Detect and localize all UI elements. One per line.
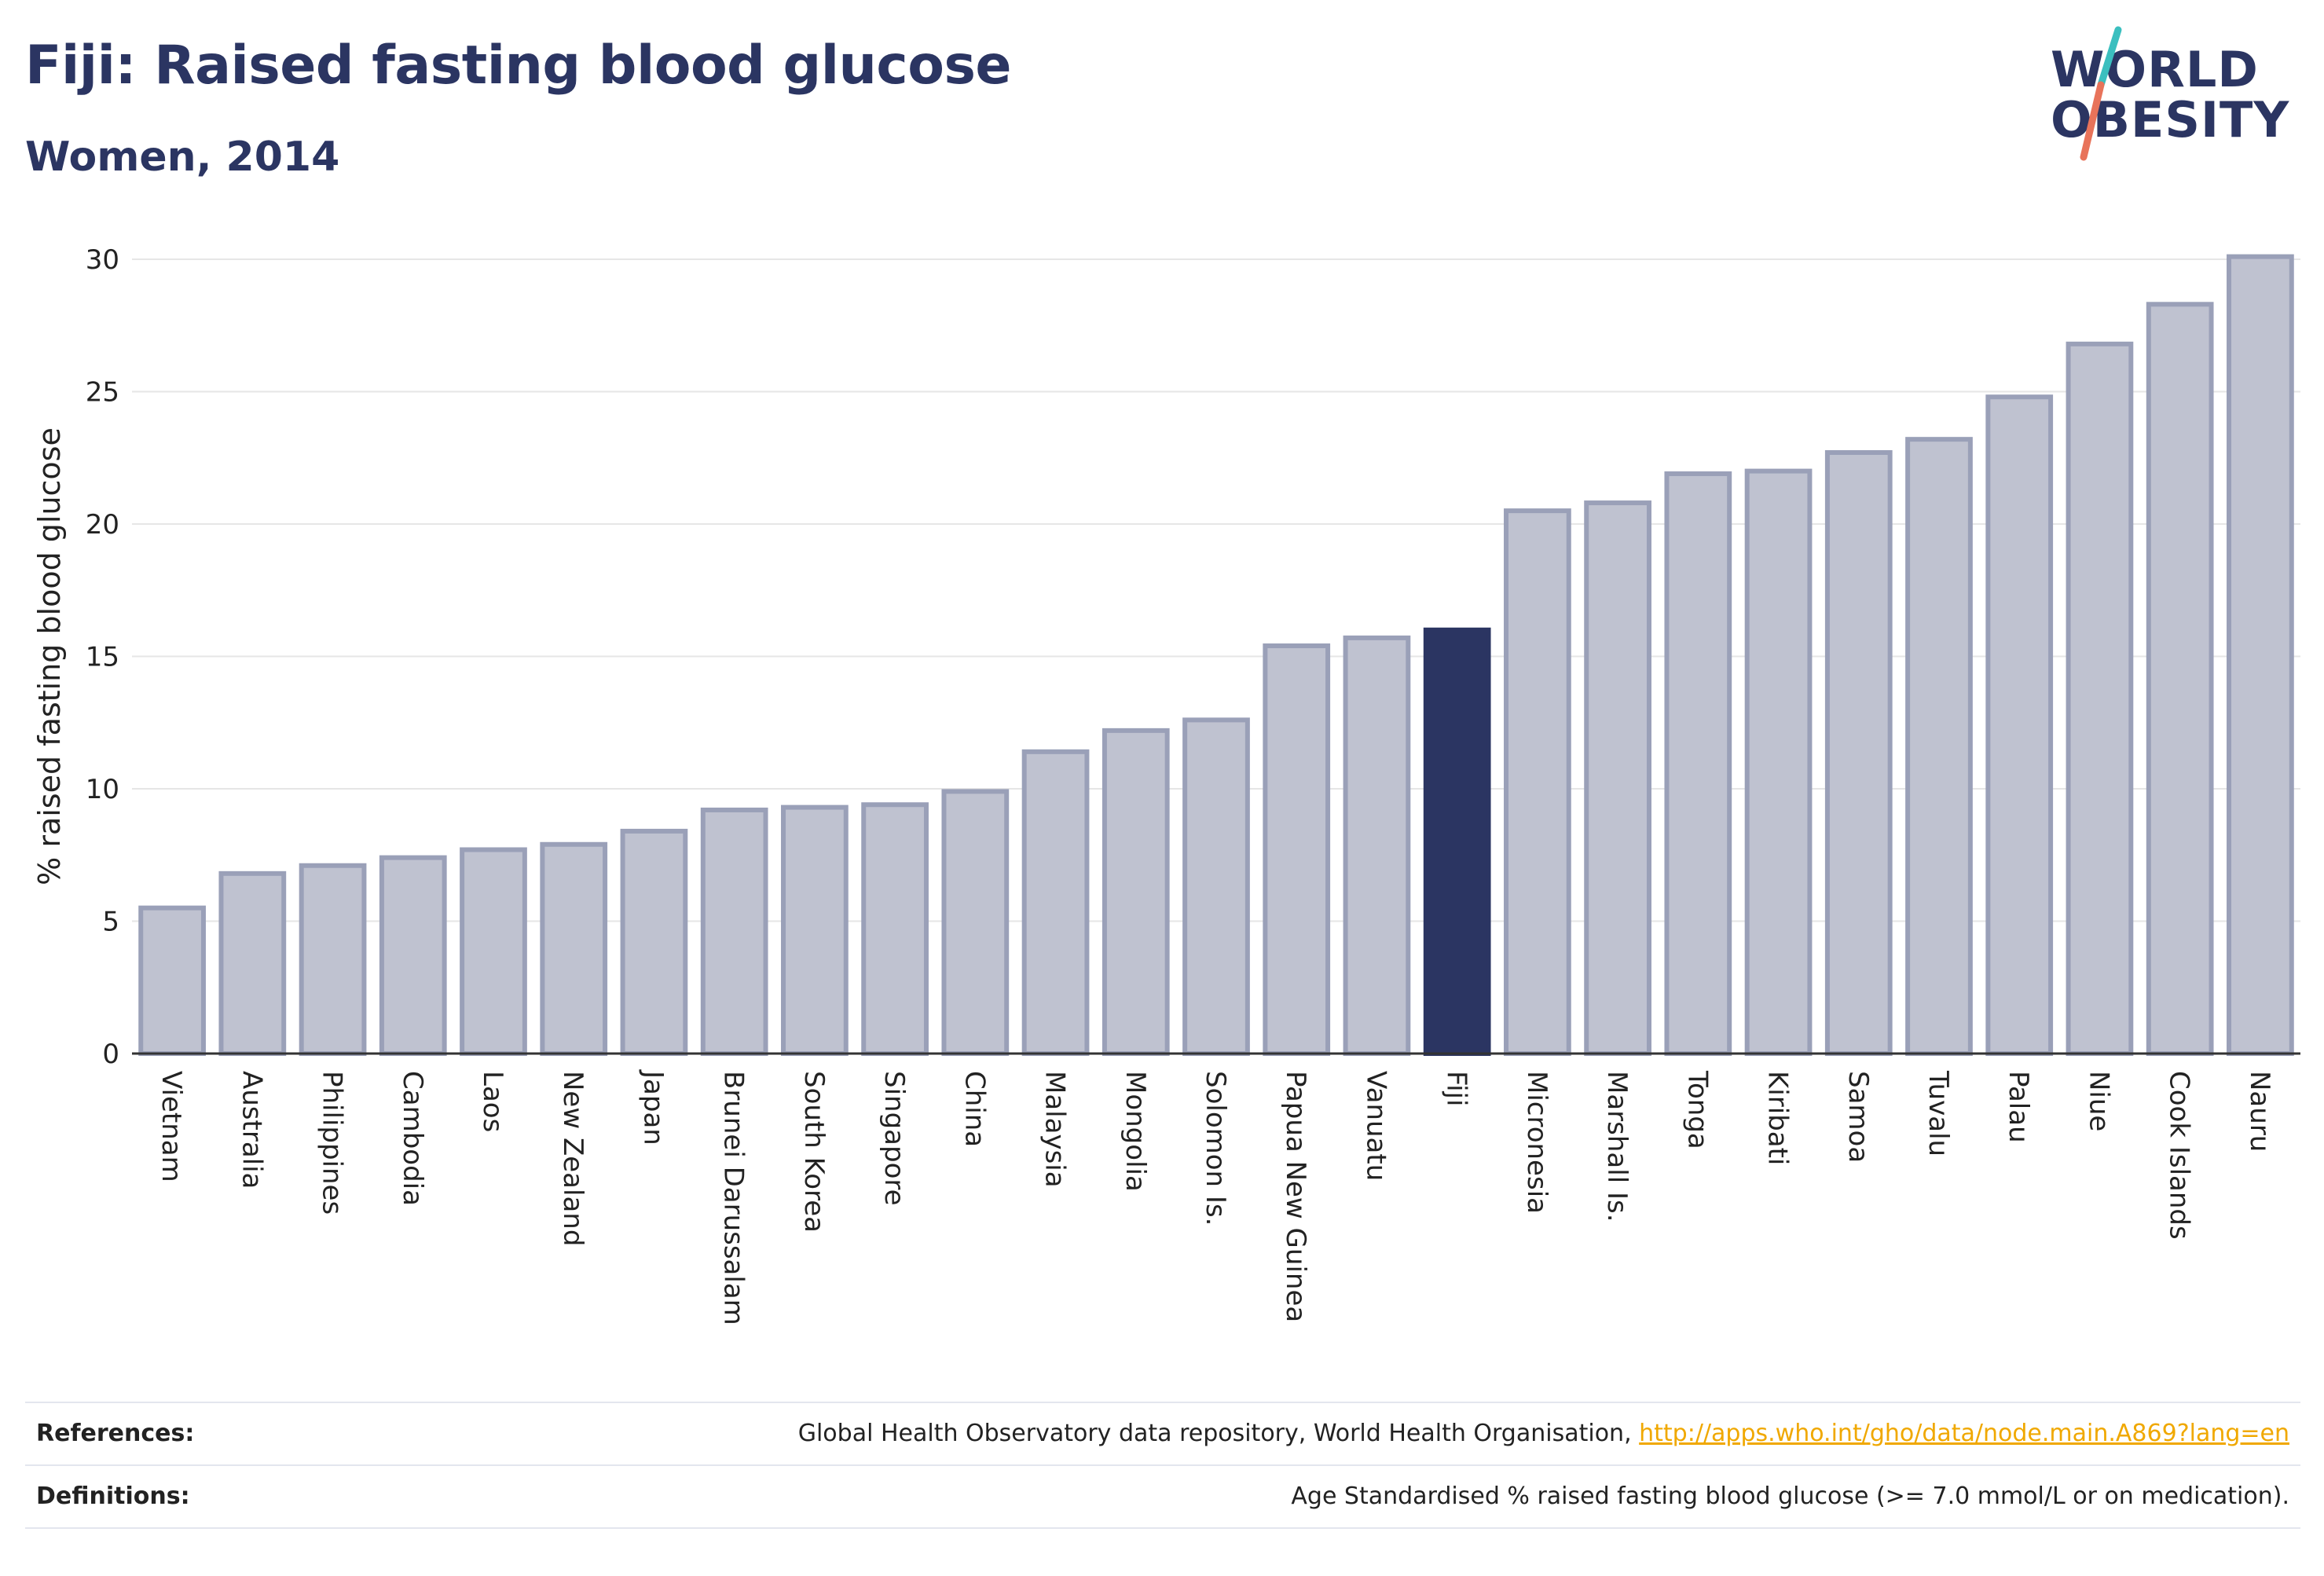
bar-singapore[interactable]	[861, 802, 929, 1056]
x-tick-label: Samoa	[1842, 1071, 1874, 1163]
bar-australia[interactable]	[218, 870, 287, 1057]
x-tick-label: Cook Islands	[2164, 1071, 2195, 1240]
bar-malaysia[interactable]	[1021, 749, 1090, 1056]
x-tick-label: Malaysia	[1039, 1071, 1071, 1188]
bar-nauru[interactable]	[2227, 254, 2294, 1056]
y-tick-label: 30	[86, 244, 119, 276]
y-tick-label: 0	[102, 1039, 119, 1070]
x-tick-label: Niue	[2083, 1071, 2114, 1131]
x-tick-label: Papua New Guinea	[1280, 1071, 1311, 1322]
bar-palau[interactable]	[1985, 394, 2054, 1057]
bar-tonga[interactable]	[1664, 471, 1732, 1057]
x-tick-label: Marshall Is.	[1601, 1071, 1633, 1222]
x-tick-label: Cambodia	[397, 1071, 428, 1206]
bar-solomon-is[interactable]	[1182, 717, 1250, 1056]
bar-vanuatu[interactable]	[1343, 635, 1411, 1056]
bar-mongolia[interactable]	[1102, 728, 1170, 1056]
x-tick-label: Australia	[236, 1071, 267, 1189]
references-text: Global Health Observatory data repositor…	[797, 1419, 1640, 1447]
bar-papua-new-guinea[interactable]	[1263, 643, 1331, 1056]
category-labels: Vietnam Australia Philippines Cambodia Laos N…	[156, 1069, 2275, 1325]
bar-cook-islands[interactable]	[2146, 302, 2214, 1057]
x-tick-label: Mongolia	[1120, 1071, 1151, 1192]
x-tick-label: Singapore	[878, 1071, 910, 1206]
bar-samoa[interactable]	[1824, 450, 1893, 1056]
axes: 0 5 10 15 20 25 30	[86, 244, 2300, 1070]
bar-laos[interactable]	[460, 847, 527, 1056]
y-tick-label: 15	[86, 642, 119, 673]
bar-niue[interactable]	[2066, 341, 2134, 1056]
chart-title: Fiji: Raised fasting blood glucose	[25, 35, 1012, 97]
bar-vietnam[interactable]	[138, 905, 206, 1057]
x-tick-label: Kiribati	[1762, 1071, 1794, 1165]
references-value: Global Health Observatory data repositor…	[798, 1420, 2289, 1447]
bar-china[interactable]	[941, 789, 1010, 1056]
y-tick-label: 5	[102, 907, 119, 938]
bar-japan[interactable]	[620, 828, 688, 1056]
bar-cambodia[interactable]	[379, 855, 447, 1056]
bar-kiribati[interactable]	[1744, 468, 1813, 1057]
chart-subtitle: Women, 2014	[25, 134, 340, 181]
x-tick-label: Japan	[637, 1069, 669, 1145]
bars	[138, 254, 2294, 1057]
x-tick-label: Tuvalu	[1923, 1070, 1954, 1156]
bar-south-korea[interactable]	[781, 804, 849, 1057]
definitions-label: Definitions:	[36, 1482, 190, 1510]
logo-text-line1: WORLD	[2051, 41, 2259, 98]
references-link[interactable]: http://apps.who.int/gho/data/node.main.A…	[1639, 1419, 2289, 1447]
x-tick-label: Fiji	[1441, 1071, 1472, 1106]
y-axis-title: % raised fasting blood glucose	[32, 427, 67, 885]
bar-new-zealand[interactable]	[540, 841, 608, 1057]
x-tick-label: Palau	[2003, 1071, 2034, 1143]
logo-slash-icon	[2080, 26, 2122, 161]
y-tick-label: 10	[86, 774, 119, 805]
y-tick-label: 25	[86, 377, 119, 409]
x-tick-label: Philippines	[317, 1071, 348, 1215]
x-tick-label: Nauru	[2244, 1071, 2275, 1152]
x-tick-label: New Zealand	[557, 1071, 588, 1246]
references-row: References: Global Health Observatory da…	[25, 1402, 2300, 1463]
world-obesity-logo: WORLD OBESITY	[2043, 24, 2310, 165]
x-tick-label: Solomon Is.	[1200, 1071, 1231, 1226]
bar-tuvalu[interactable]	[1905, 437, 1973, 1057]
definitions-row: Definitions: Age Standardised % raised f…	[25, 1464, 2300, 1526]
x-tick-label: Brunei Darussalam	[718, 1071, 750, 1325]
x-tick-label: Laos	[477, 1071, 508, 1132]
bar-brunei-darussalam[interactable]	[700, 807, 768, 1057]
x-tick-label: China	[959, 1071, 990, 1147]
x-tick-label: South Korea	[798, 1071, 830, 1233]
y-tick-label: 20	[86, 509, 119, 541]
bar-chart: 0 5 10 15 20 25 30 Vietnam Australia Philippines…	[32, 244, 2300, 1325]
definitions-text: Age Standardised % raised fasting blood …	[1291, 1482, 2289, 1510]
bar-fiji[interactable]	[1423, 627, 1491, 1056]
x-tick-label: Micronesia	[1521, 1071, 1552, 1214]
references-label: References:	[36, 1419, 195, 1447]
bar-micronesia[interactable]	[1504, 508, 1571, 1056]
x-tick-label: Vietnam	[156, 1071, 187, 1182]
bar-philippines[interactable]	[299, 863, 367, 1056]
x-tick-label: Vanuatu	[1360, 1071, 1391, 1181]
bar-marshall-is[interactable]	[1584, 500, 1651, 1057]
x-tick-label: Tonga	[1681, 1070, 1713, 1149]
footer-divider	[25, 1527, 2300, 1529]
